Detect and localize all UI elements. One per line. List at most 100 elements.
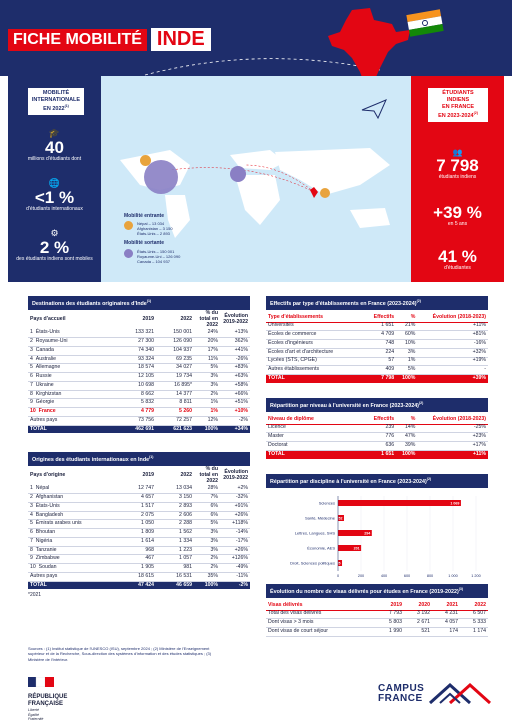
table-cell: 19 734 [156,372,194,382]
table-cell: +13% [220,329,250,339]
table-cell: 8 811 [156,398,194,409]
table-cell: 12% [194,416,220,426]
table-row: 9 Géorgie 5 832 8 811 1% +51% [28,398,250,409]
table-cell: +2% [220,485,250,495]
table-cell: 1 174 [460,627,488,637]
table-row: 1 États-Unis 133 321 150 001 24% +13% [28,329,250,339]
table-row: Master 776 47% +23% [266,432,488,443]
table-cell: 3% [194,372,220,382]
category-label: Lettres, Langues, SHS [295,530,336,535]
table-cell: -11% [220,572,250,582]
table-cell: 636 [366,441,397,451]
table-cell: 4 Bangladesh [28,511,118,521]
table-cell: 35% [194,572,220,582]
table-cell: Écoles d'ingénieurs [266,339,366,349]
table-cell: 74 340 [118,346,156,356]
table-cell: 104 937 [156,346,194,356]
data-label: 52 [338,516,342,520]
header-title: FICHE MOBILITÉ INDE [8,28,211,51]
niveaux-title: Répartition par niveau à l'université en… [266,398,488,412]
table-row: Autres pays 73 756 72 257 12% -2% [28,416,250,426]
origins-footnote: *2021 [28,592,42,599]
left-stat-2: 🌐 <1 % d'étudiants internationaux [8,178,101,212]
discipline-bar-chart: 0 200 400 600 800 1 000 1 200 Sciences 1 069 Sant… [290,495,481,578]
table-cell: +91% [220,502,250,512]
bar [338,529,372,536]
table-cell: +41% [220,346,250,356]
table-cell: 10 698 [118,381,156,391]
table-cell: 5 Allemagne [28,363,118,374]
table-cell: 467 [118,554,156,565]
etablissements-table: Type d'établissements Effectifs % Évolut… [266,313,488,383]
table-cell: 126 090 [156,337,194,347]
table-cell: Dont visas > 3 mois [266,618,376,629]
table-total-row: TOTAL 1 651 100% +11% [266,450,488,459]
table-row: Autres pays 18 615 16 531 35% -11% [28,572,250,582]
table-cell: 1% [194,398,220,409]
table-cell: Écoles d'art et d'architecture [266,348,366,358]
table-cell: 14% [396,424,418,434]
table-cell: 2 606 [156,511,194,521]
table-cell: -16% [417,339,488,349]
table-cell: TOTAL [28,581,118,590]
table-cell: 2 671 [404,618,432,629]
table-row: 1 Népal 12 747 13 034 28% +2% [28,485,250,495]
table-row: 6 Russie 12 105 19 734 3% +63% [28,372,250,382]
table-cell: 100% [194,581,220,590]
table-row: 6 Bhoutan 1 809 1 562 3% -14% [28,528,250,538]
x-tick-label: 0 [337,574,339,578]
discipline-chart-title: Répartition par discipline à l'universit… [266,474,488,488]
table-row: Total des visas délivrés 7 793 3 192 4 231 6… [266,610,488,620]
x-tick-label: 1 200 [471,574,481,578]
visas-title: Évolution du nombre de visas délivrés po… [266,584,488,598]
table-cell: 239 [366,424,397,434]
table-cell: 69 235 [156,355,194,365]
table-row: 7 Ukraine 10 698 16 895* 3% +58% [28,381,250,391]
table-row: 4 Bangladesh 2 075 2 606 6% +26% [28,511,250,521]
table-cell: +126% [220,554,250,565]
table-cell: 3% [396,348,418,358]
table-cell: 46 659 [156,581,194,590]
table-cell: 1 809 [118,528,156,538]
table-cell: +51% [220,398,250,409]
table-cell: 3 États-Unis [28,502,118,512]
table-cell: 462 691 [118,425,156,434]
table-total-row: TOTAL 47 424 46 659 100% -2% [28,581,250,590]
table-cell: 1 562 [156,528,194,538]
table-cell: 1 057 [156,554,194,565]
table-row: Universités 1 651 21% +11% [266,322,488,332]
table-cell: 100% [194,425,220,434]
country-label: INDE [150,28,211,51]
table-total-row: TOTAL 7 798 100% +39% [266,374,488,383]
table-cell: 5 803 [376,618,404,629]
table-row: 5 Allemagne 18 574 34 027 5% +83% [28,363,250,374]
table-cell: 2% [194,390,220,400]
table-cell: 5% [194,519,220,530]
table-cell: Lycées (STS, CPGE) [266,357,366,367]
niveaux-table: Niveau de diplôme Effectifs % Évolution … [266,415,488,459]
campus-france-emblem-icon [429,683,492,705]
table-cell: +39% [417,374,488,383]
table-cell: 2 Afghanistan [28,493,118,503]
table-row: 10 Soudan 1 905 981 2% -49% [28,563,250,573]
sources-text: Sources : (1) Institut statistique de l'… [28,646,212,662]
table-cell: 12 747 [118,485,156,495]
table-cell: 93 324 [118,355,156,365]
table-cell: 521 [404,627,432,637]
campus-france-logo: CAMPUS FRANCE [378,683,496,705]
date-label: Octobre 2024 [450,70,481,76]
etablissements-title: Effectifs par type d'établissements en F… [266,296,488,310]
right-stat-1: 👥 7 798 étudiants indiens [411,148,504,180]
data-label: 35 [337,561,341,565]
table-cell: 8 Tanzanie [28,546,118,556]
table-cell: Licence [266,424,366,434]
table-cell: 2 893 [156,502,194,512]
table-cell: +34% [220,425,250,434]
table-cell: 3% [194,528,220,538]
table-row: Doctorat 636 39% +17% [266,441,488,451]
right-stat-2: +39 % en 5 ans [433,203,482,227]
table-cell: 4 057 [432,618,460,629]
x-tick-label: 800 [427,574,433,578]
table-cell: 3% [194,546,220,556]
inbound-legend-dot [124,221,133,231]
